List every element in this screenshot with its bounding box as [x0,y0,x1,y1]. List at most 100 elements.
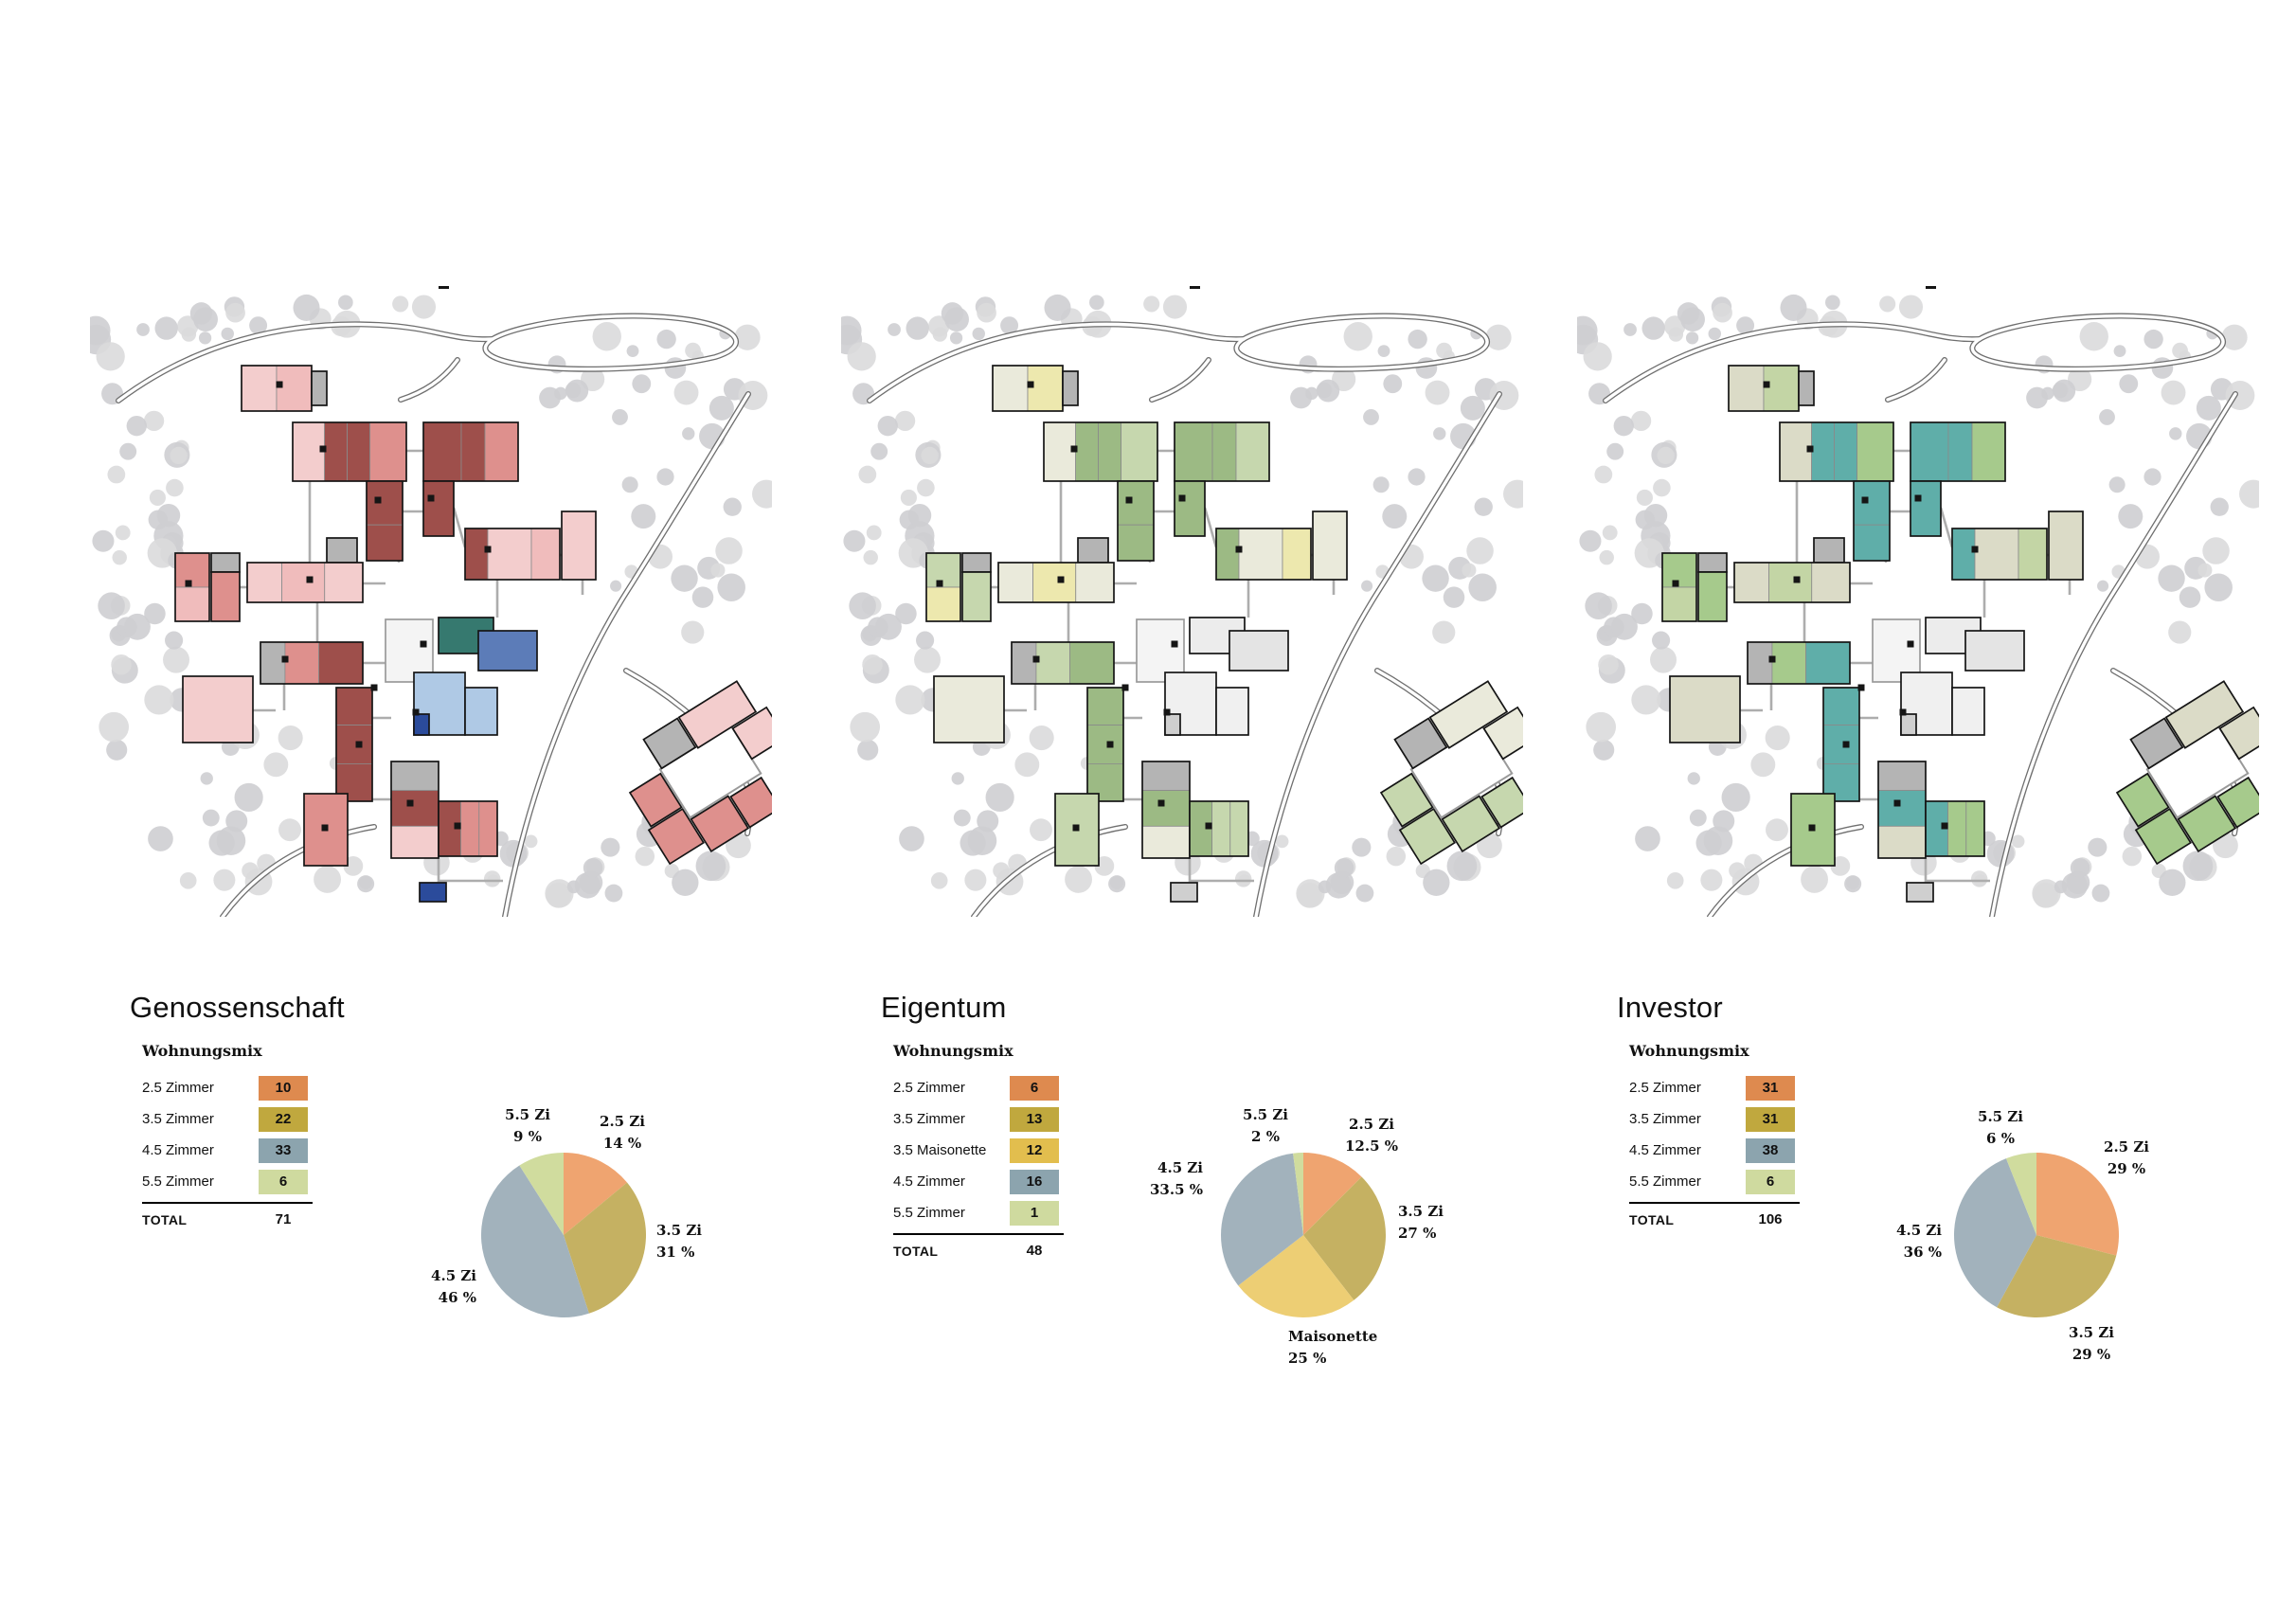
pie-labels: 2.5 Zi 29 % 3.5 Zi 29 % 4.5 Zi 36 % 5.5 Zi 6 % [1896,1108,2149,1363]
pie-slice [1997,1235,2117,1318]
legend-row: 4.5 Zimmer 33 [142,1135,350,1166]
pie-slices [1953,1153,2120,1318]
legend-row: 5.5 Zimmer 1 [893,1197,1102,1228]
entries-layer [185,381,492,832]
wohnungsmix-table: Wohnungsmix 2.5 Zimmer 31 3.5 Zimmer 31 4.5 … [1629,1042,1838,1227]
pie-label: 4.5 Zi [1157,1159,1203,1176]
entries-layer [936,381,1243,832]
pie-label: 2.5 Zi [600,1113,645,1130]
total-value: 71 [275,1211,292,1227]
pie-label: 5.5 Zi [1243,1106,1288,1123]
total-label: TOTAL [893,1243,939,1259]
trees-layer [90,294,772,908]
legend-row: 3.5 Zimmer 22 [142,1103,350,1135]
legend-row-label: 5.5 Zimmer [1629,1173,1701,1190]
legend-row: 3.5 Maisonette 12 [893,1135,1102,1166]
pie-chart-investor: 2.5 Zi 29 % 3.5 Zi 29 % 4.5 Zi 36 % 5.5 Zi 6 % [1896,1108,2149,1363]
legend-row: 5.5 Zimmer 6 [142,1166,350,1197]
legend-row: 3.5 Zimmer 31 [1629,1103,1838,1135]
legend-row-value-swatch: 6 [1746,1169,1795,1194]
cropped-label-mark [1190,286,1200,289]
legend-row-label: 2.5 Zimmer [142,1080,214,1096]
cropped-label-mark [1926,286,1936,289]
legend-row-label: 3.5 Zimmer [893,1111,965,1127]
pie-percent-label: 2 % [1251,1128,1280,1145]
pie-slices [480,1153,646,1317]
legend-heading: Wohnungsmix [142,1042,262,1060]
legend-total-row: TOTAL 71 [142,1202,313,1227]
buildings-layer [925,365,1523,903]
total-value: 106 [1758,1211,1783,1227]
legend-row-label: 2.5 Zimmer [893,1080,965,1096]
pie-percent-label: 12.5 % [1345,1137,1398,1155]
column-investor: Investor Wohnungsmix 2.5 Zimmer 31 3.5 Zim… [1577,0,2287,1612]
legend-total-row: TOTAL 106 [1629,1202,1800,1227]
pie-slice [1953,1158,2036,1308]
legend-total-row: TOTAL 48 [893,1233,1064,1259]
pie-percent-label: 29 % [2108,1160,2145,1177]
site-plan-map-eigentum [841,286,1523,917]
pie-percent-label: 33.5 % [1150,1181,1203,1198]
pie-label: 3.5 Zi [1398,1203,1444,1220]
site-plan-map-genossenschaft [90,286,772,917]
column-genossenschaft: Genossenschaft Wohnungsmix 2.5 Zimmer 10 3… [90,0,800,1612]
legend-row-label: 4.5 Zimmer [1629,1142,1701,1158]
pie-slice [1303,1153,1362,1235]
legend-row: 2.5 Zimmer 31 [1629,1072,1838,1103]
roads-layer [867,313,1504,917]
legend-row-value-swatch: 12 [1010,1137,1059,1163]
legend-row: 4.5 Zimmer 16 [893,1166,1102,1197]
legend-row-value-swatch: 38 [1746,1137,1795,1163]
pie-label: 2.5 Zi [1349,1116,1394,1133]
pie-label: 3.5 Zi [656,1222,702,1239]
pie-label: 4.5 Zi [431,1267,476,1284]
legend-row-label: 3.5 Zimmer [142,1111,214,1127]
legend-row-label: 2.5 Zimmer [1629,1080,1701,1096]
legend-row-value-swatch: 6 [1010,1075,1059,1101]
pie-slices [1221,1153,1386,1317]
site-plan-map-investor [1577,286,2259,917]
total-label: TOTAL [1629,1211,1675,1227]
column-eigentum: Eigentum Wohnungsmix 2.5 Zimmer 6 3.5 Zimm… [841,0,1552,1612]
courtyard-cluster [628,680,772,866]
legend-row-label: 5.5 Zimmer [893,1205,965,1221]
wohnungsmix-table: Wohnungsmix 2.5 Zimmer 6 3.5 Zimmer 13 3.5 M… [893,1042,1102,1259]
legend-row: 4.5 Zimmer 38 [1629,1135,1838,1166]
pie-slice [1238,1235,1354,1317]
courtyard-cluster [2115,680,2259,866]
buildings-layer [174,365,772,903]
legend-row-value-swatch: 6 [259,1169,308,1194]
pie-slice [564,1182,646,1314]
wohnungsmix-table: Wohnungsmix 2.5 Zimmer 10 3.5 Zimmer 22 4.5 … [142,1042,350,1227]
legend-row: 3.5 Zimmer 13 [893,1103,1102,1135]
legend-rows: 2.5 Zimmer 6 3.5 Zimmer 13 3.5 Maisonette 12 4… [893,1072,1102,1228]
legend-row-value-swatch: 1 [1010,1200,1059,1226]
pie-slice [519,1153,564,1235]
pie-slice [1303,1176,1386,1300]
pie-percent-label: 6 % [1986,1130,2015,1147]
legend-row-value-swatch: 33 [259,1137,308,1163]
legend-row-value-swatch: 16 [1010,1169,1059,1194]
pie-slice [1293,1153,1303,1235]
page-title: Investor [1617,991,1723,1024]
pie-slice [564,1153,628,1235]
pie-percent-label: 9 % [513,1128,542,1145]
page-title: Genossenschaft [130,991,345,1024]
legend-row: 5.5 Zimmer 6 [1629,1166,1838,1197]
legend-row-value-swatch: 13 [1010,1106,1059,1132]
paths-layer [991,386,1336,883]
legend-row-label: 3.5 Zimmer [1629,1111,1701,1127]
courtyard-cluster [1379,680,1523,866]
legend-heading: Wohnungsmix [893,1042,1013,1060]
total-value: 48 [1026,1243,1043,1259]
pie-slice [2036,1153,2120,1256]
legend-row-value-swatch: 10 [259,1075,308,1101]
pie-label: 5.5 Zi [1978,1108,2023,1125]
pie-percent-label: 31 % [656,1244,694,1261]
legend-row-value-swatch: 31 [1746,1106,1795,1132]
legend-rows: 2.5 Zimmer 10 3.5 Zimmer 22 4.5 Zimmer 33 5.5 … [142,1072,350,1197]
pie-labels: 2.5 Zi 12.5 % 3.5 Zi 27 % Maisonette 25 % 4.5 … [1150,1106,1444,1367]
pie-percent-label: 27 % [1398,1225,1436,1242]
legend-row-label: 4.5 Zimmer [142,1142,214,1158]
